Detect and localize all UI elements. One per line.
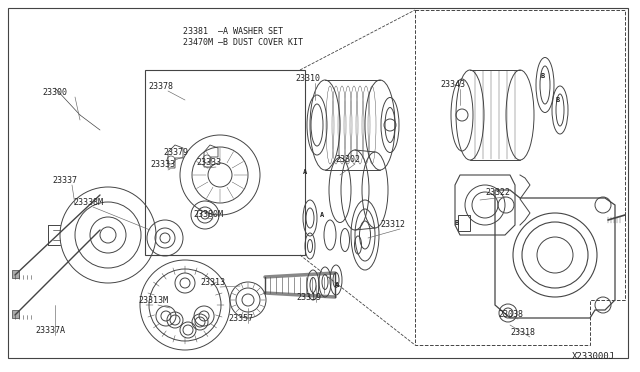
- Text: 23338M: 23338M: [73, 198, 103, 207]
- Text: 23318: 23318: [510, 328, 535, 337]
- Text: B: B: [541, 73, 545, 79]
- Text: 23322: 23322: [485, 188, 510, 197]
- Text: 23313: 23313: [200, 278, 225, 287]
- Text: A: A: [335, 282, 339, 288]
- Text: 23313M: 23313M: [138, 296, 168, 305]
- Text: A: A: [320, 212, 324, 218]
- Text: 23333: 23333: [150, 160, 175, 169]
- Text: 23470M —B DUST COVER KIT: 23470M —B DUST COVER KIT: [183, 38, 303, 47]
- Bar: [145, 70, 305, 255]
- Text: 23312: 23312: [380, 220, 405, 229]
- Text: 23319: 23319: [296, 293, 321, 302]
- Bar: [458, 215, 470, 231]
- Text: 23310: 23310: [295, 74, 320, 83]
- Text: 23300: 23300: [42, 88, 67, 97]
- Bar: [12, 270, 19, 278]
- Text: B: B: [556, 97, 560, 103]
- Text: 23302: 23302: [335, 155, 360, 164]
- Text: A: A: [303, 169, 307, 175]
- Text: 23378: 23378: [148, 82, 173, 91]
- Text: 23381  —A WASHER SET: 23381 —A WASHER SET: [183, 27, 283, 36]
- Text: 23379: 23379: [163, 148, 188, 157]
- Text: 23337A: 23337A: [35, 326, 65, 335]
- Text: X233000J: X233000J: [572, 352, 615, 361]
- Text: 23380M: 23380M: [193, 210, 223, 219]
- Bar: [12, 310, 19, 318]
- Text: 23038: 23038: [498, 310, 523, 319]
- Text: 23337: 23337: [52, 176, 77, 185]
- Text: 23333: 23333: [196, 158, 221, 167]
- Text: B: B: [455, 220, 459, 226]
- Text: 23357: 23357: [228, 314, 253, 323]
- Text: 23343: 23343: [440, 80, 465, 89]
